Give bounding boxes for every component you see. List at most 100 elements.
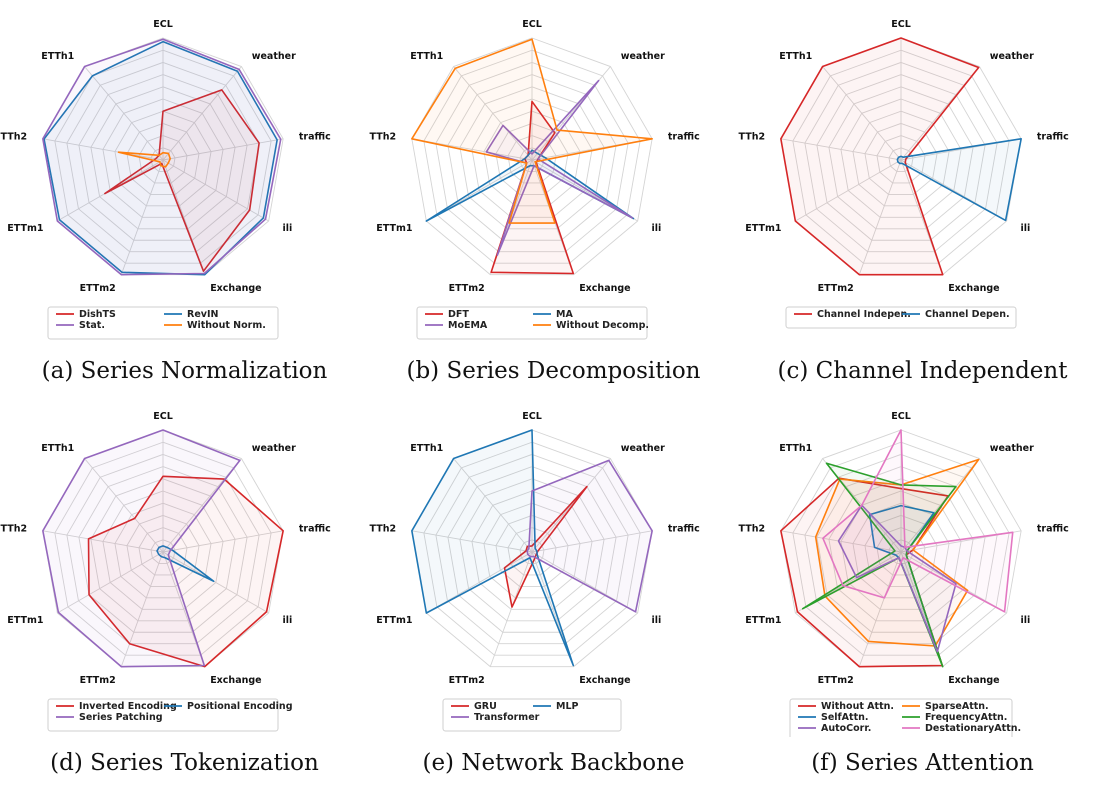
radar-chart-panel: ECL weather traffic ili Exchange ETTm2 ETTm1 ET… [369,0,738,392]
radar-chart: ECL weather traffic ili Exchange ETTm2 ETTm1 ET… [369,411,700,732]
grid-spoke [120,159,164,275]
legend-label: Series Patching [79,712,163,723]
axis-label-ili: ili [1021,615,1031,626]
legend-label: GRU [474,701,497,712]
legend-label: SparseAttn. [925,701,989,712]
axis-label-etth1: ETTh1 [41,443,74,454]
grid-spoke [162,551,269,614]
axis-label-ettm1: ETTm1 [745,615,781,626]
axis-label-exchange: Exchange [579,283,630,294]
legend-label: Without Decomp. [556,320,649,331]
series-line-transformer [526,459,653,613]
axis-label-ettm1: ETTm1 [376,223,412,234]
grid-ring [852,110,950,207]
legend: DFT MA MoEMA Without Decomp. [416,306,649,340]
axis-label-traffic: traffic [299,131,331,142]
grid-ring [90,478,236,622]
series-line-channel-depen- [896,138,1022,222]
series-line-moema [485,79,634,256]
legend: GRU MLP Transformer [442,698,622,732]
grid-ring [66,453,260,645]
grid-ring [852,502,950,599]
grid-spoke [489,551,533,667]
legend-label: DFT [448,309,469,320]
grid-ring [114,502,212,599]
series-line-sparseattn- [814,458,980,647]
grid-ring [816,466,986,633]
figure-caption: (b) Series Decomposition [406,358,701,384]
radar-chart-panel: ECL weather traffic ili Exchange ETTm2 ETTm1 ET… [369,392,738,784]
grid-spoke [858,551,902,667]
axis-label-traffic: traffic [299,523,331,534]
grid-spoke [795,159,902,222]
axis-label-exchange: Exchange [948,675,999,686]
axis-label-traffic: traffic [1037,131,1069,142]
axis-label-weather: weather [990,443,1034,454]
figure-caption: (d) Series Tokenization [50,750,319,776]
axis-label-etth2: ETTh2 [738,131,765,142]
grid-ring [435,453,629,645]
grid-spoke [453,458,533,553]
grid-ring [876,135,926,184]
axis-label-weather: weather [252,51,296,62]
legend-label: Stat. [79,320,105,331]
grid-ring [864,514,938,587]
axis-label-exchange: Exchange [210,675,261,686]
series-line-inverted-encoding [87,475,284,668]
axis-label-ettm2: ETTm2 [818,283,854,294]
axis-label-ili: ili [283,223,293,234]
series-line-without-attn- [780,477,949,668]
axis-label-ili: ili [652,615,662,626]
axis-label-ettm2: ETTm2 [449,283,485,294]
legend: Without Attn. SparseAttn. SelfAttn. Frequen… [789,698,1021,737]
grid-ring [447,466,617,633]
grid-ring [792,441,1010,656]
axis-label-etth2: ETTh2 [0,523,27,534]
radar-chart: ECL weather traffic ili Exchange ETTm2 ETTm1 ET… [0,411,331,732]
radar-chart: ECL weather traffic ili Exchange ETTm2 ETTm1 ET… [369,19,700,340]
grid-spoke [531,458,611,553]
grid-spoke [453,66,533,161]
grid-ring [471,490,593,610]
axis-label-etth2: ETTh2 [0,131,27,142]
legend-label: Positional Encoding [187,701,293,712]
axis-label-ili: ili [1021,223,1031,234]
grid-ring [78,466,248,633]
axis-label-weather: weather [621,51,665,62]
grid-spoke [57,551,164,614]
axis-label-ecl: ECL [522,19,542,30]
grid-ring [423,49,641,264]
grid-ring [816,74,986,241]
grid-ring [54,49,272,264]
series-line-mlp [411,429,575,667]
legend-label: Inverted Encoding [79,701,177,712]
grid-ring [447,74,617,241]
grid-spoke [822,66,902,161]
radar-chart: ECL weather traffic ili Exchange ETTm2 ETTm1 ET… [738,411,1069,737]
axis-label-ettm1: ETTm1 [7,615,43,626]
grid-ring [876,527,926,576]
legend-label: DestationaryAttn. [925,723,1021,734]
axis-label-etth1: ETTh1 [410,51,443,62]
grid-ring [864,122,938,195]
legend-label: Channel Depen. [925,309,1010,320]
radar-chart-panel: ECL weather traffic ili Exchange ETTm2 ETTm1 ET… [0,0,369,392]
radar-chart: ECL weather traffic ili Exchange ETTm2 ETTm1 ET… [738,19,1069,329]
grid-spoke [162,159,269,222]
legend-label: Without Norm. [187,320,266,331]
grid-spoke [162,138,284,161]
grid-ring [138,527,188,576]
grid-ring [411,37,653,276]
axis-label-ili: ili [652,223,662,234]
series-line-positional-encoding [156,545,215,583]
axis-label-etth1: ETTh1 [41,51,74,62]
axis-label-ecl: ECL [891,19,911,30]
axis-label-ettm2: ETTm2 [818,675,854,686]
axis-label-ecl: ECL [522,411,542,422]
grid-ring [114,110,212,207]
grid-ring [840,490,962,610]
grid-ring [138,135,188,184]
series-line-autocorr- [837,504,957,653]
series-line-stat- [42,38,282,276]
grid-spoke [780,138,902,161]
